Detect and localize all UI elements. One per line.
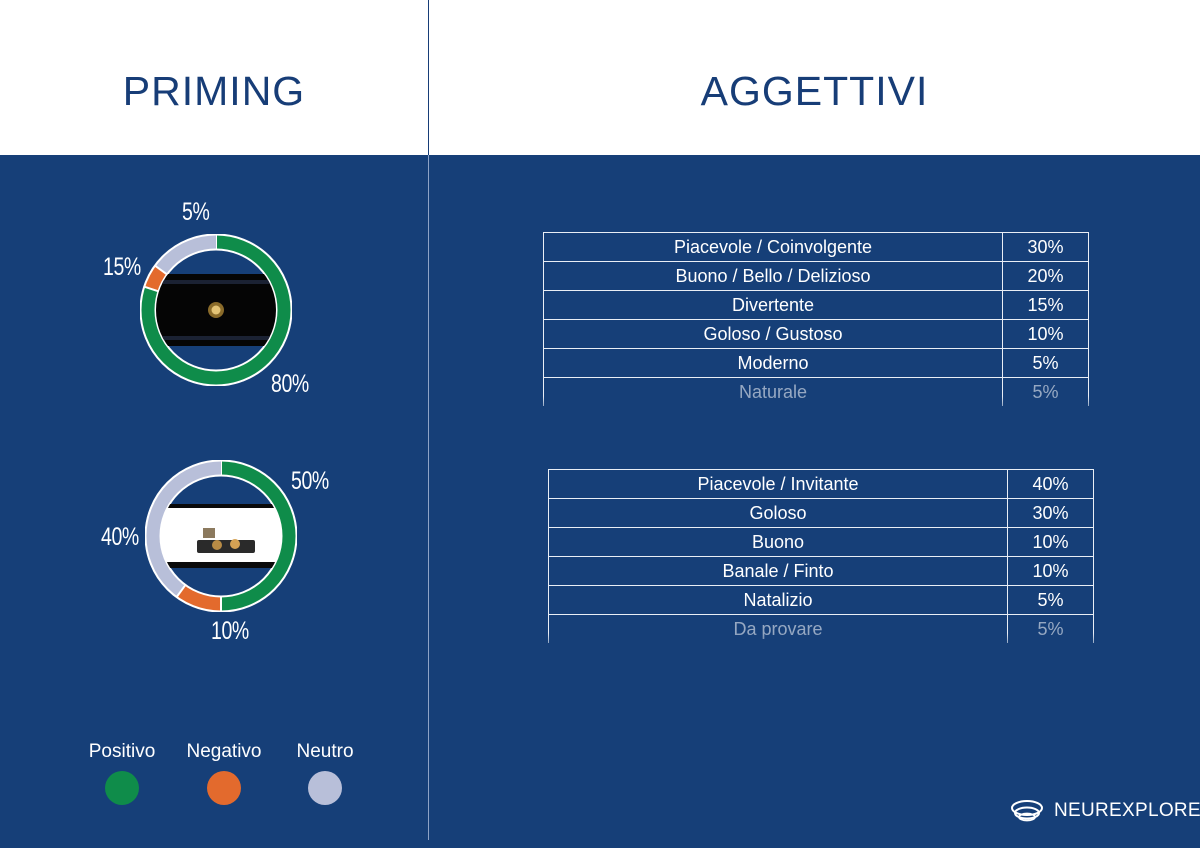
table-row: Divertente 15% — [543, 290, 1089, 320]
table-row: Goloso 30% — [548, 498, 1094, 528]
adjective-cell: Goloso — [548, 498, 1008, 528]
donut-separator — [143, 285, 159, 293]
legend-dot-negativo — [207, 771, 241, 805]
percent-cell: 30% — [1007, 498, 1094, 528]
table-row: Piacevole / Coinvolgente 30% — [543, 232, 1089, 262]
donut-outline — [145, 460, 297, 612]
donut-outline — [154, 248, 278, 372]
table-row: Natalizio 5% — [548, 585, 1094, 615]
percent-cell: 5% — [1002, 377, 1089, 406]
neurexplore-logo-icon — [1011, 800, 1043, 822]
percent-cell: 40% — [1007, 469, 1094, 499]
donut-separator — [154, 264, 168, 276]
percent-cell: 5% — [1007, 614, 1094, 643]
priming-title: PRIMING — [122, 68, 306, 114]
adjective-cell: Buono — [548, 527, 1008, 557]
adjective-cell: Da provare — [548, 614, 1008, 643]
donut2-label-positivo: 50% — [291, 467, 329, 495]
donut-separator — [175, 584, 187, 598]
panel-divider — [428, 155, 429, 840]
brand-name: NEUREXPLORE — [1054, 800, 1200, 821]
donut-chart-1 — [140, 234, 292, 386]
donut1-label-neutro: 15% — [103, 253, 141, 281]
header-right: AGGETTIVI — [429, 0, 1200, 155]
brand: NEUREXPLORE — [1008, 796, 1200, 826]
donut-chart-2 — [145, 460, 297, 612]
table-row: Banale / Finto 10% — [548, 556, 1094, 586]
donut-slice-positivo — [220, 460, 297, 612]
adjective-cell: Natalizio — [548, 585, 1008, 615]
donut2-label-neutro: 40% — [101, 523, 139, 551]
legend-label-neutro: Neutro — [296, 741, 354, 762]
percent-cell: 30% — [1002, 232, 1089, 262]
adjective-cell: Banale / Finto — [548, 556, 1008, 586]
legend-label-positivo: Positivo — [88, 741, 156, 762]
donut1-label-negativo: 5% — [182, 198, 210, 226]
priming-image-2 — [161, 504, 281, 568]
table-row: Moderno 5% — [543, 348, 1089, 378]
adjectives-table-1: Piacevole / Coinvolgente 30% Buono / Bell… — [543, 232, 1089, 406]
adjective-cell: Piacevole / Invitante — [548, 469, 1008, 499]
donut-outline — [159, 474, 283, 598]
table-row: Goloso / Gustoso 10% — [543, 319, 1089, 349]
adjective-cell: Goloso / Gustoso — [543, 319, 1003, 349]
table-row: Naturale 5% — [543, 377, 1089, 406]
legend-dot-neutro — [308, 771, 342, 805]
percent-cell: 5% — [1007, 585, 1094, 615]
adjective-cell: Divertente — [543, 290, 1003, 320]
percent-cell: 10% — [1007, 556, 1094, 586]
donut-slice-neutro — [154, 234, 217, 275]
donut-slice-positivo — [140, 234, 292, 386]
adjectives-table-2: Piacevole / Invitante 40% Goloso 30% Buono… — [548, 469, 1094, 643]
adjective-cell: Moderno — [543, 348, 1003, 378]
percent-cell: 5% — [1002, 348, 1089, 378]
adjective-cell: Buono / Bello / Delizioso — [543, 261, 1003, 291]
priming-image-1 — [156, 274, 276, 346]
aggettivi-title: AGGETTIVI — [700, 68, 929, 114]
percent-cell: 20% — [1002, 261, 1089, 291]
adjective-cell: Piacevole / Coinvolgente — [543, 232, 1003, 262]
percent-cell: 10% — [1002, 319, 1089, 349]
legend-label-negativo: Negativo — [186, 741, 262, 762]
donut-outline — [140, 234, 292, 386]
table-row: Piacevole / Invitante 40% — [548, 469, 1094, 499]
table-row: Da provare 5% — [548, 614, 1094, 643]
legend-dot-positivo — [105, 771, 139, 805]
adjective-cell: Naturale — [543, 377, 1003, 406]
percent-cell: 15% — [1002, 290, 1089, 320]
donut-slice-neutro — [145, 460, 222, 598]
header-left: PRIMING — [0, 0, 428, 155]
percent-cell: 10% — [1007, 527, 1094, 557]
donut1-label-positivo: 80% — [271, 370, 309, 398]
donut-slice-negativo — [176, 584, 222, 612]
donut2-label-negativo: 10% — [211, 617, 249, 645]
table-row: Buono 10% — [548, 527, 1094, 557]
header-divider — [428, 0, 429, 155]
table-row: Buono / Bello / Delizioso 20% — [543, 261, 1089, 291]
